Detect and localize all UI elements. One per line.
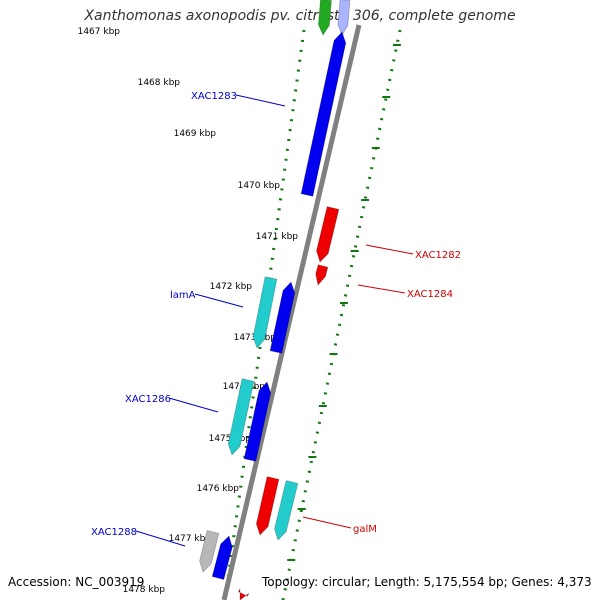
gene-label-leader	[194, 293, 244, 308]
tick-marks: 1467 kbp 1468 kbp 1469 kbp 1470 kbp 1471 kbp…	[78, 27, 401, 595]
gene-label-leader	[365, 244, 414, 255]
gene-feature-lama-rna[interactable]	[252, 276, 278, 349]
gene-feature-xac1286[interactable]	[243, 381, 272, 462]
gene-label[interactable]: XAC1282	[415, 250, 461, 261]
gene-feature-xac1282[interactable]	[316, 206, 340, 263]
gene-label[interactable]: XAC1284	[407, 289, 453, 300]
gene-label-leader	[235, 94, 286, 107]
gene-feature-xac1288[interactable]	[199, 530, 220, 573]
gene-label-leader	[168, 397, 219, 413]
accession-text: Accession: NC_003919	[8, 575, 145, 589]
gene-label[interactable]: lamA	[170, 290, 196, 301]
tick-label: 1470 kbp	[238, 181, 281, 191]
tick-label: 1478 kbp	[123, 585, 166, 595]
gene-feature-galm-rna[interactable]	[274, 480, 299, 541]
gene-feature-forward[interactable]	[337, 0, 351, 36]
gene-feature-bottom[interactable]	[237, 588, 250, 600]
gene-feature-lama[interactable]	[269, 281, 296, 354]
gene-feature-xac1283[interactable]	[300, 31, 347, 197]
gene-label[interactable]: XAC1283	[191, 91, 237, 102]
tick-label: 1471 kbp	[256, 232, 299, 242]
gene-label[interactable]: XAC1288	[91, 527, 137, 538]
map-title: Xanthomonas axonopodis pv. citri str. 30…	[84, 8, 516, 24]
gene-label[interactable]: XAC1286	[125, 394, 171, 405]
gene-feature-xac1286-rna[interactable]	[227, 378, 255, 456]
gene-label-leader	[135, 530, 186, 547]
genome-backbone	[221, 24, 362, 600]
tick-label: 1476 kbp	[197, 484, 240, 494]
gene-feature-xac1284[interactable]	[315, 264, 329, 286]
outer-ruler	[281, 29, 402, 600]
tick-label: 1467 kbp	[78, 27, 121, 37]
topology-text: Topology: circular; Length: 5,175,554 bp…	[262, 575, 592, 589]
gene-label-leader	[302, 516, 352, 529]
gene-features	[199, 0, 351, 600]
gene-label-leader	[357, 284, 406, 294]
tick-label: 1477 kbp	[169, 534, 212, 544]
gene-labels: XAC1283 lamA XAC1286 XAC1288 XAC1282 XAC1284 g…	[91, 91, 461, 547]
tick-label: 1469 kbp	[174, 129, 217, 139]
tick-label: 1472 kbp	[210, 282, 253, 292]
tick-label: 1468 kbp	[138, 78, 181, 88]
gene-feature-galm[interactable]	[255, 476, 280, 536]
gene-feature-xac1288-forward[interactable]	[211, 535, 233, 581]
gene-label[interactable]: galM	[353, 524, 377, 535]
gene-feature-green[interactable]	[317, 0, 332, 36]
